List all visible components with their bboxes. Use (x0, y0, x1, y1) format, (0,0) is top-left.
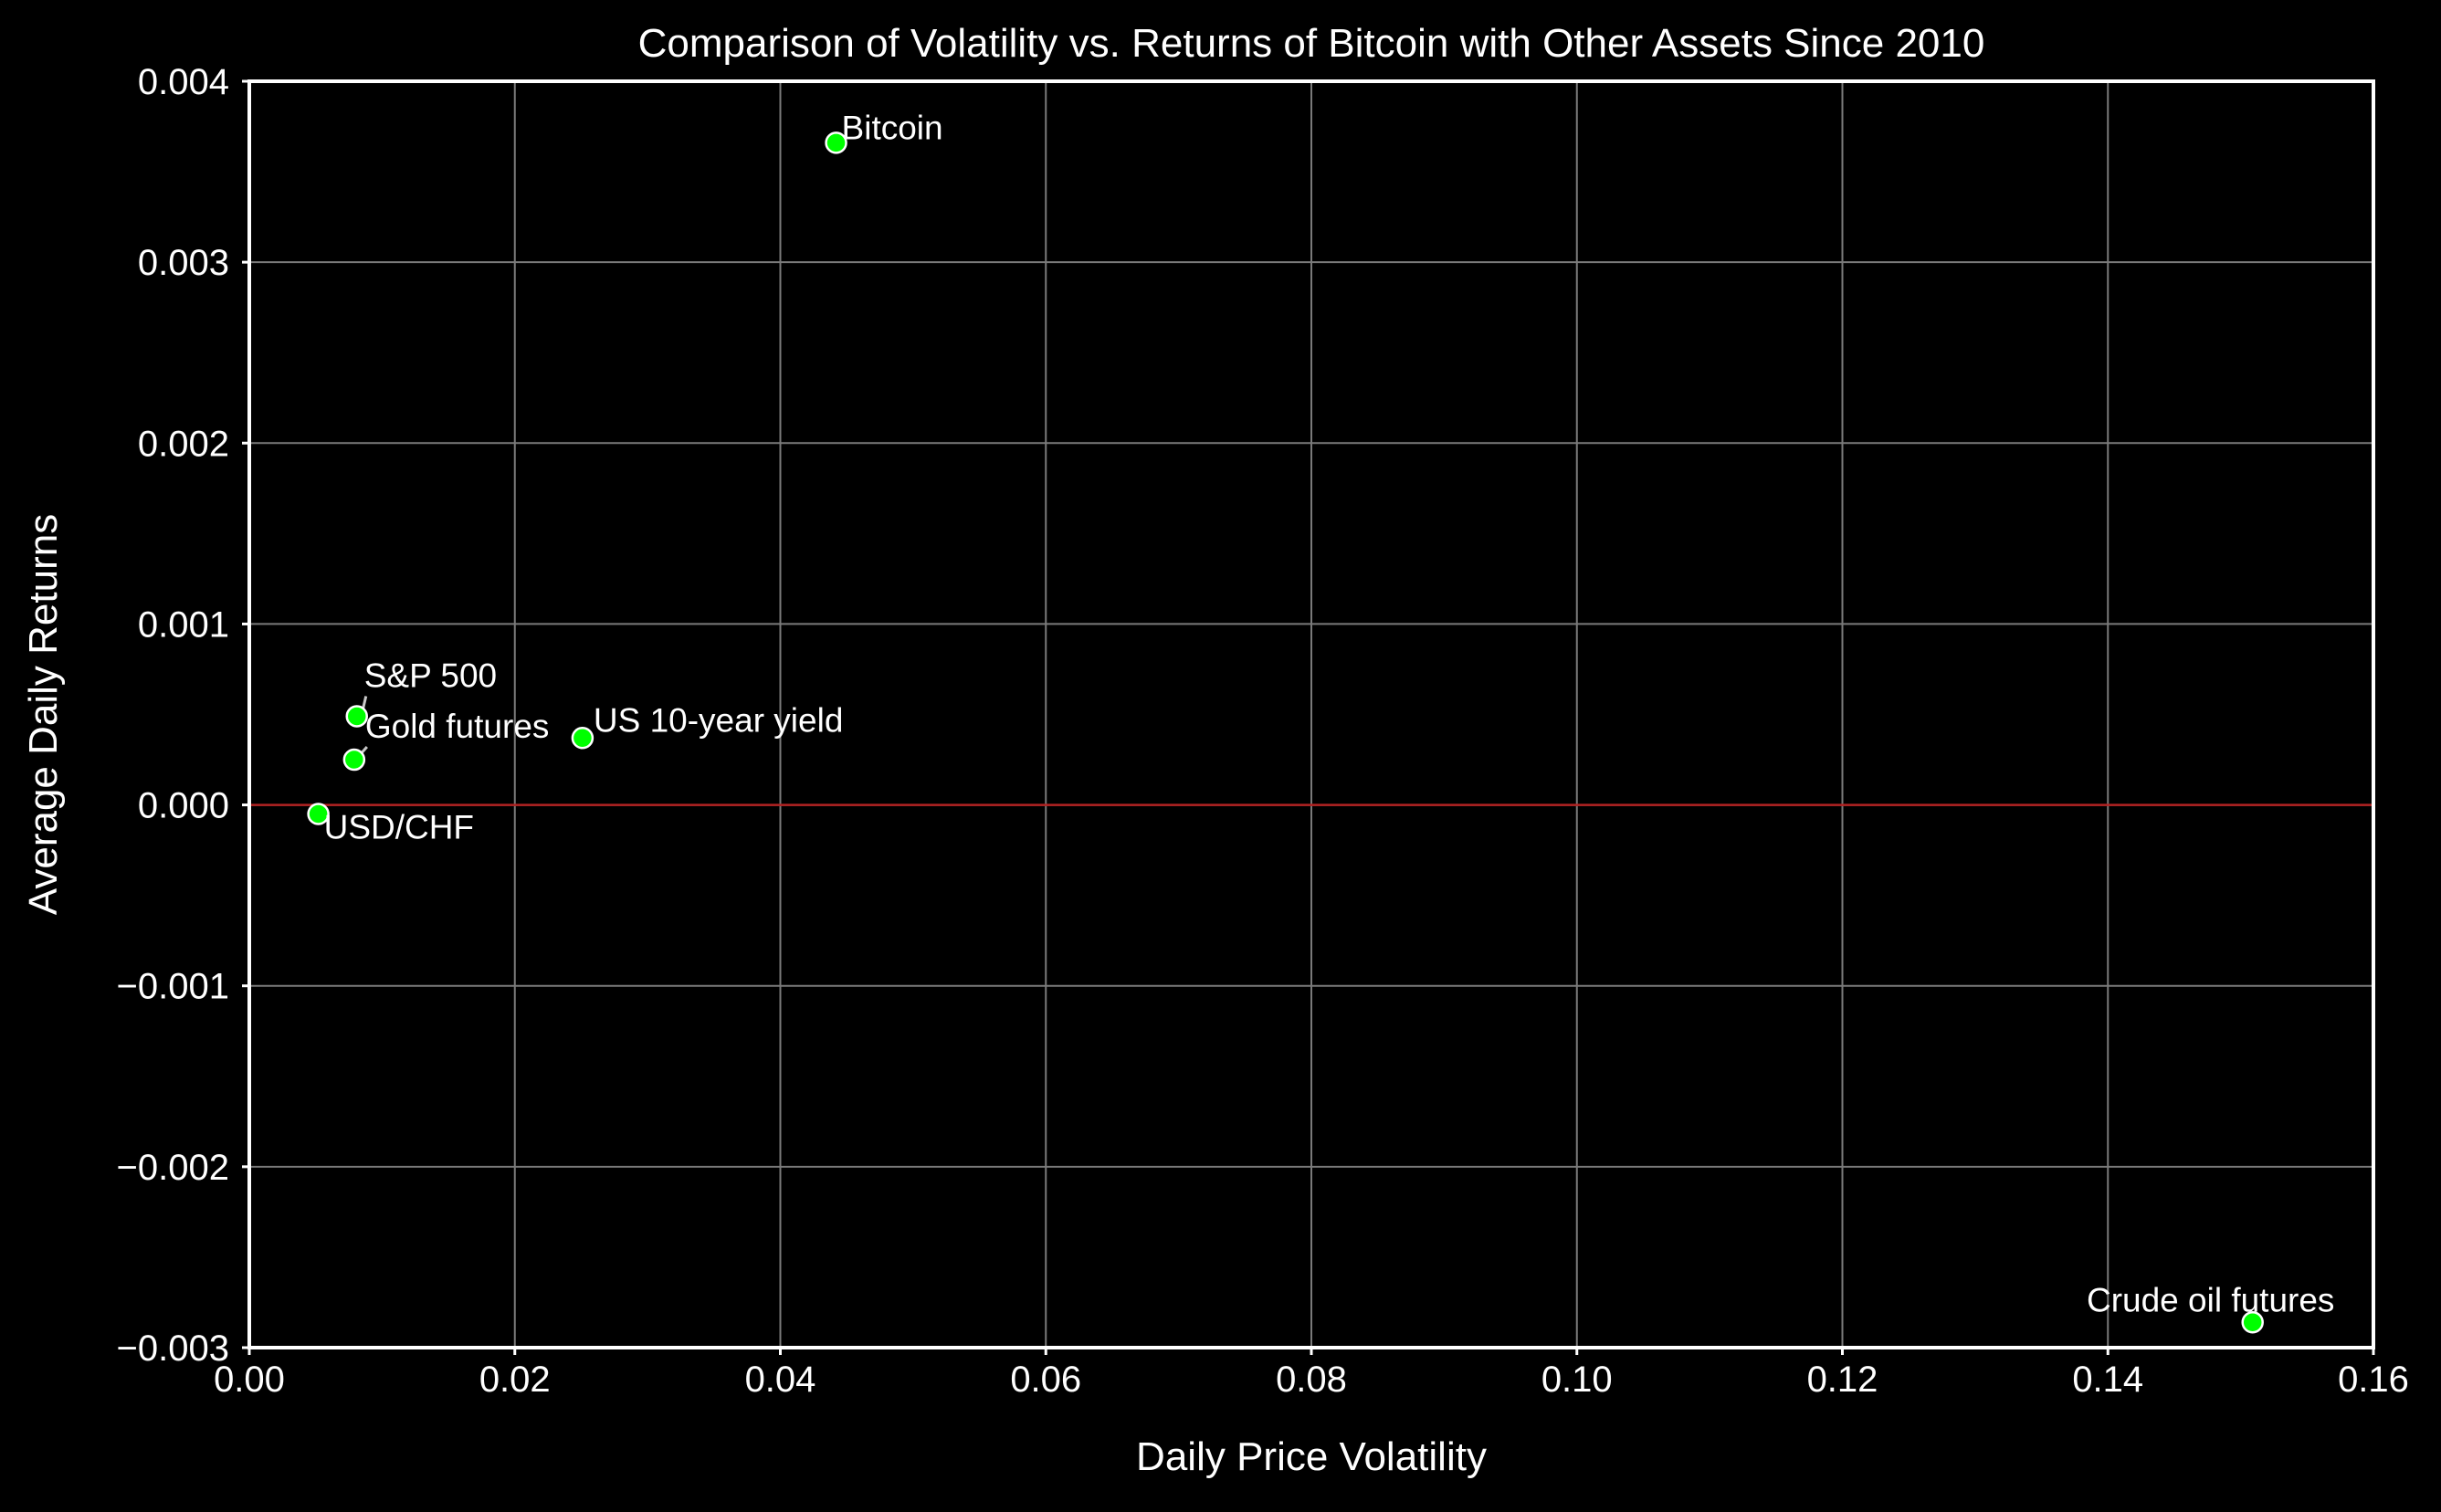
point-label: Bitcoin (842, 109, 943, 146)
x-tick-label: 0.16 (2338, 1360, 2409, 1400)
x-tick-label: 0.12 (1807, 1360, 1878, 1400)
data-points (307, 131, 2264, 1334)
y-tick-label: −0.001 (117, 967, 229, 1007)
y-tick-label: 0.002 (138, 424, 229, 464)
y-tick-label: −0.003 (117, 1328, 229, 1369)
scatter-point (307, 803, 330, 825)
y-tick-label: −0.002 (117, 1148, 229, 1188)
scatter-point (2241, 1311, 2264, 1334)
chart-title: Comparison of Volatility vs. Returns of … (638, 21, 1985, 66)
scatter-point (342, 748, 366, 772)
point-label: USD/CHF (324, 808, 474, 845)
y-tick-label: 0.001 (138, 604, 229, 645)
x-tick-label: 0.00 (214, 1360, 285, 1400)
point-labels: Bitcoin S&P 500 Gold futures US 10-year yie… (324, 109, 2335, 1318)
y-axis-label: Average Daily Returns (21, 514, 66, 915)
point-label: S&P 500 (364, 656, 497, 694)
scatter-point (571, 727, 594, 750)
point-label: Crude oil futures (2087, 1281, 2334, 1318)
scatter-point (825, 131, 847, 154)
y-axis-ticks: −0.003 −0.002 −0.001 0.000 0.001 0.002 0.003 0.… (117, 62, 249, 1369)
x-axis-ticks: 0.00 0.02 0.04 0.06 0.08 0.10 0.12 0.14 0.16 (214, 1348, 2409, 1400)
y-tick-label: 0.004 (138, 62, 229, 102)
y-tick-label: 0.000 (138, 786, 229, 826)
scatter-point (345, 705, 369, 728)
x-tick-label: 0.02 (479, 1360, 551, 1400)
x-tick-label: 0.10 (1541, 1360, 1613, 1400)
x-tick-label: 0.14 (2072, 1360, 2143, 1400)
point-label: US 10-year yield (594, 701, 844, 739)
x-axis-label: Daily Price Volatility (1136, 1434, 1487, 1479)
point-label: Gold futures (365, 708, 550, 745)
x-tick-label: 0.08 (1276, 1360, 1347, 1400)
x-tick-label: 0.06 (1010, 1360, 1081, 1400)
x-tick-label: 0.04 (745, 1360, 816, 1400)
y-tick-label: 0.003 (138, 243, 229, 283)
